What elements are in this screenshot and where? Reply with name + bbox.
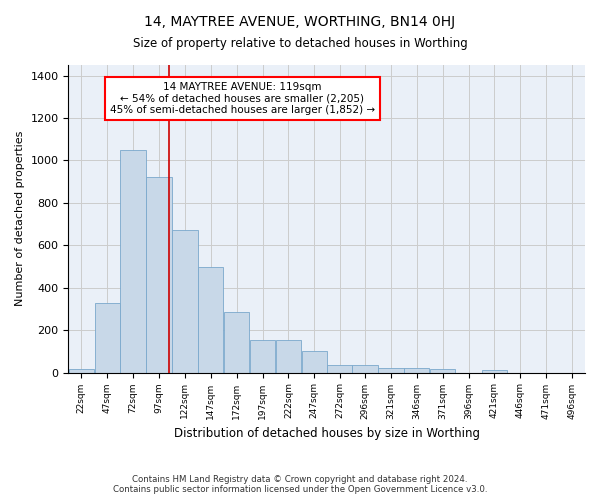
Text: Size of property relative to detached houses in Worthing: Size of property relative to detached ho… [133, 38, 467, 51]
Text: Contains HM Land Registry data © Crown copyright and database right 2024.
Contai: Contains HM Land Registry data © Crown c… [113, 474, 487, 494]
Bar [250, 340, 275, 372]
Bar [482, 370, 507, 372]
Bar [121, 150, 146, 372]
Bar [378, 368, 404, 372]
Bar [198, 266, 223, 372]
Bar [146, 178, 172, 372]
Bar [276, 340, 301, 372]
Bar [224, 312, 250, 372]
Bar [430, 370, 455, 372]
Bar [95, 302, 120, 372]
Text: 14, MAYTREE AVENUE, WORTHING, BN14 0HJ: 14, MAYTREE AVENUE, WORTHING, BN14 0HJ [145, 15, 455, 29]
X-axis label: Distribution of detached houses by size in Worthing: Distribution of detached houses by size … [174, 427, 480, 440]
Bar [172, 230, 197, 372]
Text: 14 MAYTREE AVENUE: 119sqm
← 54% of detached houses are smaller (2,205)
45% of se: 14 MAYTREE AVENUE: 119sqm ← 54% of detac… [110, 82, 375, 115]
Bar [68, 369, 94, 372]
Bar [328, 365, 352, 372]
Bar [352, 365, 377, 372]
Bar [302, 352, 327, 372]
Y-axis label: Number of detached properties: Number of detached properties [15, 131, 25, 306]
Bar [404, 368, 430, 372]
